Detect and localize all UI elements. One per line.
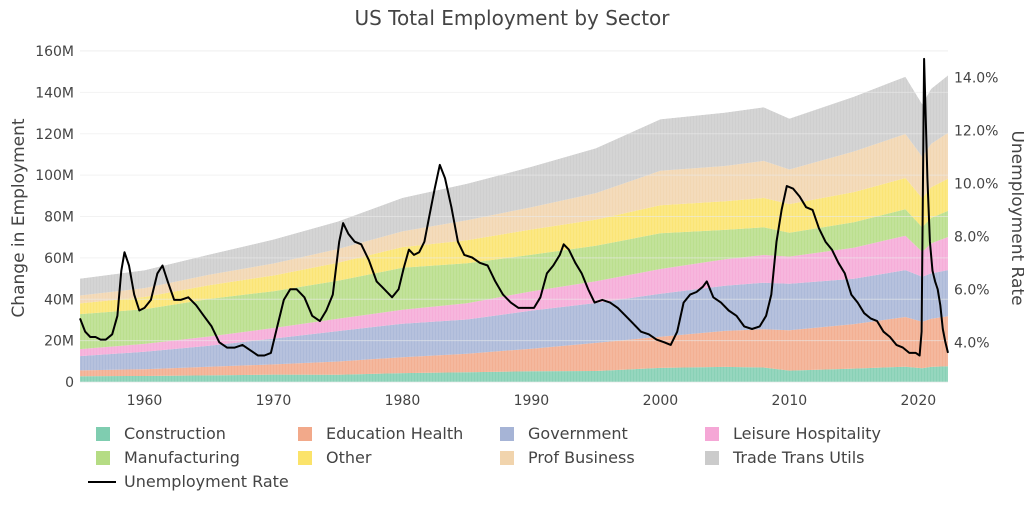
legend-label: Education Health: [326, 424, 464, 443]
y2-tick-label: 10.0%: [954, 176, 998, 192]
y2-tick-label: 14.0%: [954, 70, 998, 86]
legend-swatch-unemployment-rate: [88, 480, 116, 483]
unemployment-series: [79, 57, 949, 357]
x-tick-label: 2000: [643, 393, 679, 409]
x-axis-ticks: 1960 1970 1980 1990 2000 2010 2020: [127, 393, 936, 409]
legend-item-other[interactable]: Other: [298, 448, 371, 467]
legend-swatch-government: [500, 426, 514, 441]
y2-tick-label: 6.0%: [954, 282, 990, 298]
area-construction: [80, 366, 948, 382]
x-tick-label: 2010: [772, 393, 808, 409]
legend-label: Other: [326, 448, 372, 467]
y-tick-label: 140M: [35, 85, 74, 101]
y2-tick-label: 8.0%: [954, 229, 990, 245]
legend-label: Leisure Hospitality: [733, 424, 882, 443]
area-leisure-hospitality: [80, 235, 948, 357]
legend-item-construction[interactable]: Construction: [96, 424, 226, 443]
area-trade-trans-utils: [80, 75, 948, 296]
legend-item-leisure-hospitality[interactable]: Leisure Hospitality: [705, 424, 881, 443]
legend-label: Trade Trans Utils: [733, 448, 865, 467]
y-tick-label: 60M: [44, 251, 74, 267]
y-axis-ticks: 0 20M 40M 60M 80M 100M 120M 140M 160M: [35, 44, 74, 391]
y-tick-label: 80M: [44, 210, 74, 226]
legend-label: Construction: [124, 424, 226, 443]
legend-label: Unemployment Rate: [124, 472, 289, 491]
x-tick-label: 2020: [901, 393, 937, 409]
legend-label: Manufacturing: [124, 448, 240, 467]
area-mask: [80, 51, 948, 279]
area-government: [80, 270, 948, 371]
legend-swatch-manufacturing: [96, 450, 110, 465]
area-other: [80, 178, 948, 315]
legend-label: Government: [528, 424, 628, 443]
x-tick-label: 1990: [514, 393, 550, 409]
x-tick-label: 1960: [127, 393, 163, 409]
legend-label: Prof Business: [528, 448, 635, 467]
area-manufacturing: [80, 209, 948, 350]
y-tick-label: 100M: [35, 168, 74, 184]
area-education-health: [80, 316, 948, 377]
y-axis-label: Change in Employment: [9, 118, 29, 317]
y-tick-label: 40M: [44, 292, 74, 308]
y-tick-label: 120M: [35, 127, 74, 143]
legend-swatch-prof-business: [500, 450, 514, 465]
unemployment-rate-line: [79, 57, 949, 357]
legend-item-government[interactable]: Government: [500, 424, 628, 443]
legend-item-unemployment-rate[interactable]: Unemployment Rate: [88, 472, 289, 491]
legend-item-education-health[interactable]: Education Health: [298, 424, 463, 443]
y2-axis-label: Unemployment Rate: [1007, 130, 1024, 305]
legend-swatch-other: [298, 450, 312, 465]
y-tick-label: 160M: [35, 44, 74, 60]
y-tick-label: 20M: [44, 334, 74, 350]
legend-swatch-construction: [96, 426, 110, 441]
x-tick-label: 1970: [256, 393, 292, 409]
stacked-areas: [79, 50, 948, 383]
legend-swatch-leisure-hospitality: [705, 426, 719, 441]
chart-title: US Total Employment by Sector: [354, 6, 670, 30]
y2-tick-label: 12.0%: [954, 123, 998, 139]
legend-swatch-trade-trans-utils: [705, 450, 719, 465]
legend-item-manufacturing[interactable]: Manufacturing: [96, 448, 240, 467]
x-tick-label: 1980: [385, 393, 421, 409]
y2-axis-ticks: 4.0% 6.0% 8.0% 10.0% 12.0% 14.0%: [954, 70, 998, 351]
y-tick-label: 0: [65, 375, 74, 391]
legend-item-trade-trans-utils[interactable]: Trade Trans Utils: [705, 448, 864, 467]
legend-swatch-education-health: [298, 426, 312, 441]
legend-item-prof-business[interactable]: Prof Business: [500, 448, 635, 467]
y2-tick-label: 4.0%: [954, 335, 990, 351]
